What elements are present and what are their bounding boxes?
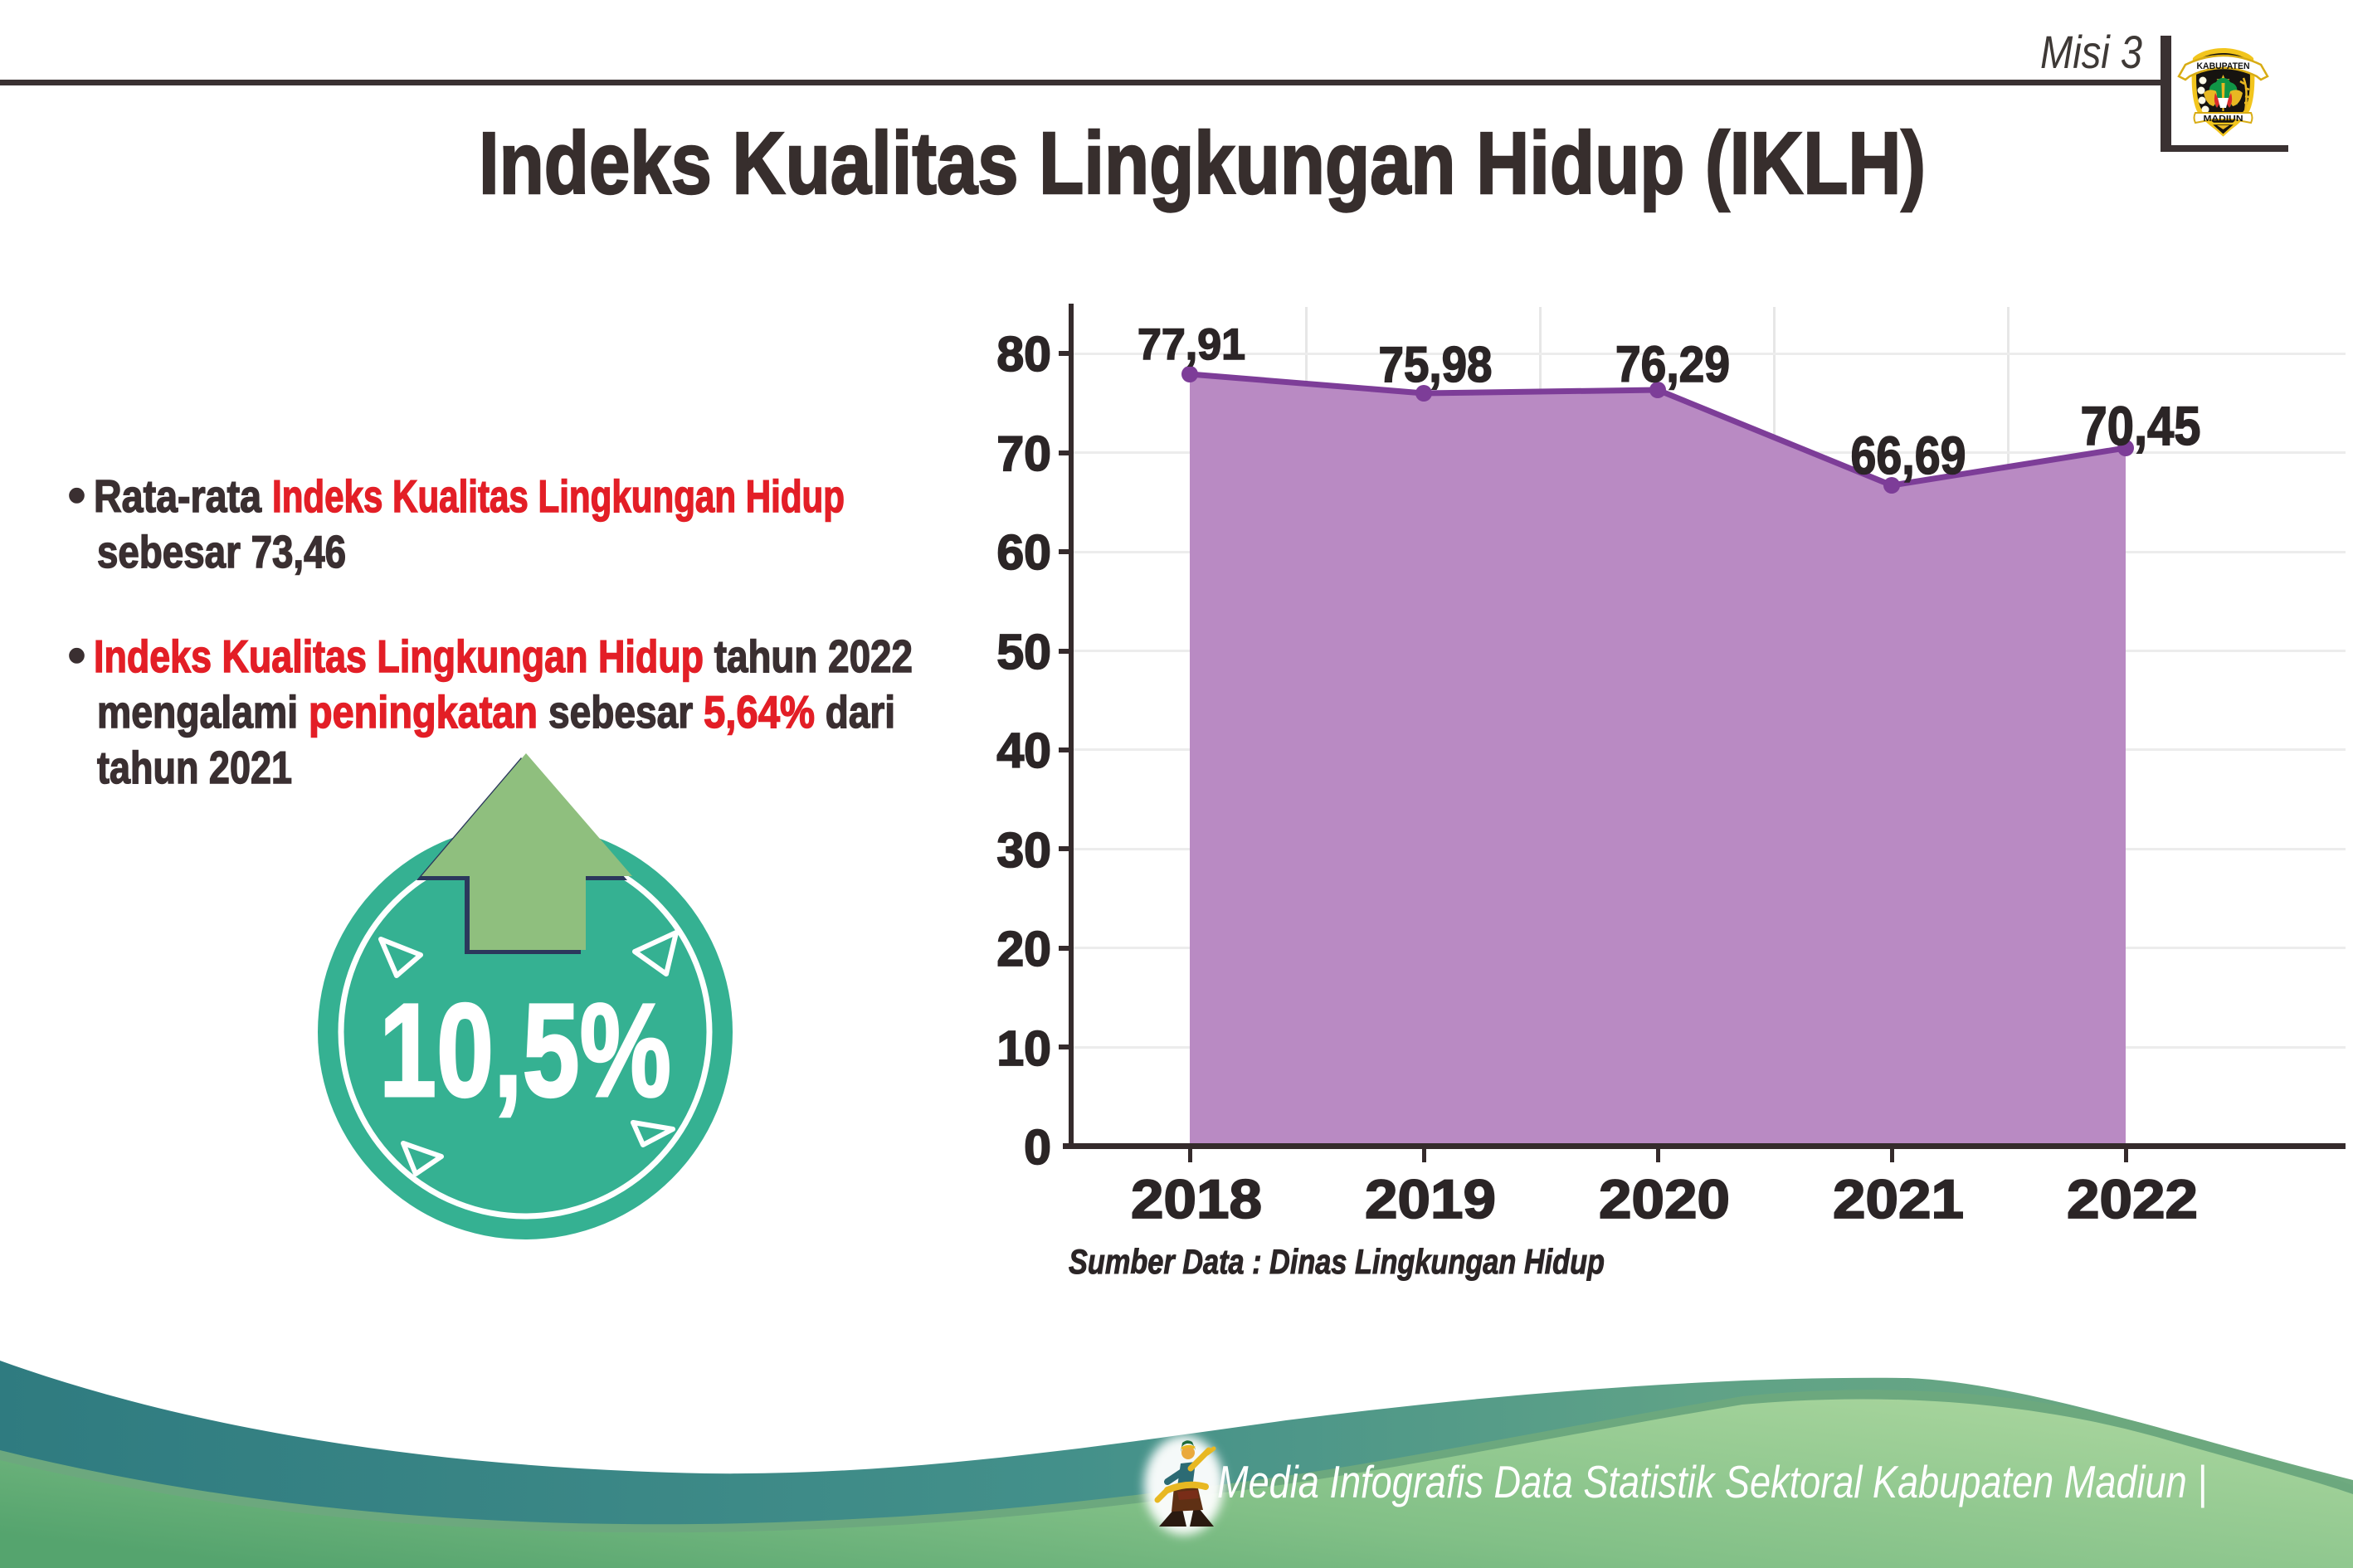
svg-text:76,29: 76,29 [1615,336,1730,392]
svg-text:mengalami: mengalami [97,686,309,738]
svg-text:Misi 3: Misi 3 [2040,26,2142,78]
svg-text:60: 60 [996,525,1051,580]
svg-text:20: 20 [996,922,1051,976]
svg-text:peningkatan: peningkatan [309,686,548,738]
svg-text:dari: dari [815,686,895,738]
svg-text:10: 10 [996,1021,1051,1076]
svg-text:2019: 2019 [1365,1168,1496,1230]
svg-text:KABUPATEN: KABUPATEN [2197,61,2250,71]
svg-text:tahun 2021: tahun 2021 [97,742,292,793]
svg-text:66,69: 66,69 [1851,426,1966,485]
svg-text:2018: 2018 [1131,1168,1262,1230]
svg-text:30: 30 [996,823,1051,878]
svg-text:70: 70 [996,426,1051,481]
svg-text:40: 40 [996,723,1051,778]
svg-text:Sumber Data : Dinas Lingkungan: Sumber Data : Dinas Lingkungan Hidup [1069,1242,1605,1281]
svg-text:2021: 2021 [1833,1168,1964,1230]
svg-text:sebesar 73,46: sebesar 73,46 [97,526,346,577]
svg-text:Rata-rata: Rata-rata [94,470,272,522]
svg-text:50: 50 [996,625,1051,679]
svg-text:Indeks Kualitas Lingkungan Hid: Indeks Kualitas Lingkungan Hidup [94,631,704,682]
svg-text:tahun 2022: tahun 2022 [704,631,913,682]
svg-text:2022: 2022 [2067,1168,2198,1230]
svg-text:MADIUN: MADIUN [2204,114,2243,124]
svg-text:75,98: 75,98 [1379,337,1493,392]
svg-text:10,5%: 10,5% [379,976,671,1124]
svg-text:80: 80 [996,327,1051,382]
svg-text:77,91: 77,91 [1138,320,1245,369]
svg-text:5,64%: 5,64% [704,686,815,738]
svg-text:0: 0 [1024,1120,1051,1175]
svg-text:Media Infografis Data Statisti: Media Infografis Data Statistik Sektoral… [1217,1456,2207,1508]
svg-text:•: • [68,467,85,523]
svg-text:Indeks Kualitas Lingkungan Hid: Indeks Kualitas Lingkungan Hidup [272,470,845,522]
svg-text:•: • [68,627,85,683]
svg-text:2020: 2020 [1599,1168,1730,1230]
svg-text:sebesar: sebesar [548,686,704,738]
svg-text:Indeks Kualitas Lingkungan Hid: Indeks Kualitas Lingkungan Hidup (IKLH) [479,114,1926,212]
svg-text:70,45: 70,45 [2081,395,2201,456]
